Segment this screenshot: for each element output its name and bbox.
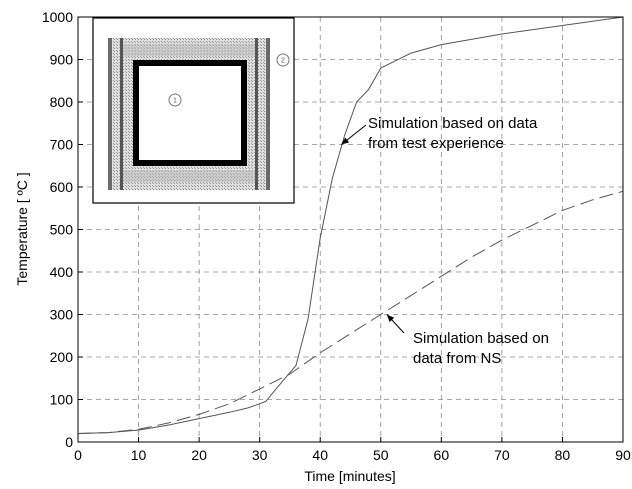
y-tick-label: 0 [65, 434, 73, 450]
x-tick-label: 50 [373, 447, 389, 463]
x-tick-label: 30 [252, 447, 268, 463]
y-tick-label: 500 [50, 222, 74, 238]
inset-strip-right-2 [266, 38, 270, 190]
y-tick-label: 600 [50, 179, 74, 195]
series-line-solid [77, 16, 624, 434]
x-tick-label: 20 [191, 447, 207, 463]
annotation-2-line-1: Simulation based on [413, 330, 549, 347]
y-tick-label: 300 [50, 307, 74, 323]
inset-marker-2-label: 2 [281, 58, 285, 65]
inset-strip-right-1 [255, 38, 258, 190]
x-tick-label: 80 [555, 447, 571, 463]
y-tick-label: 900 [50, 52, 74, 68]
series-line-dashed [77, 190, 624, 434]
inset-marker-2 [276, 53, 290, 67]
x-tick-label: 0 [74, 447, 82, 463]
x-tick-label: 10 [131, 447, 147, 463]
series-group [77, 16, 624, 434]
y-tick-label: 700 [50, 137, 74, 153]
x-tick-label: 60 [434, 447, 450, 463]
annotation-2-line-2: data from NS [413, 350, 501, 367]
cross-section-inset: 1 2 [92, 17, 295, 204]
y-tick-label: 200 [50, 349, 74, 365]
annotation-1-arrowhead [341, 137, 350, 145]
inset-marker-1-label: 1 [173, 98, 177, 105]
y-tick-label: 800 [50, 94, 74, 110]
inset-band-bottom [123, 170, 255, 182]
inset-marker-1 [168, 93, 182, 107]
inset-strip-left-1 [108, 38, 112, 190]
annotation-1-line-2: from test experience [368, 135, 504, 152]
y-tick-label: 400 [50, 264, 74, 280]
x-tick-label: 70 [494, 447, 510, 463]
inset-band-top [123, 44, 255, 56]
annotation-1-line-1: Simulation based on data [368, 115, 538, 132]
annotation-2-arrowhead [386, 314, 395, 323]
y-tick-label: 1000 [42, 9, 73, 25]
y-tick-label: 100 [50, 392, 74, 408]
x-tick-label: 90 [615, 447, 631, 463]
x-axis-label: Time [minutes] [304, 468, 395, 484]
inset-strip-left-2 [120, 38, 123, 190]
y-axis-label: Temperature [ ºC ] [14, 172, 30, 285]
axis-ticks: 0 10 20 30 40 50 60 70 80 90010020030040050060070… [42, 9, 631, 463]
inset-core-interior [139, 66, 241, 160]
plot-frame [77, 16, 624, 443]
annotations: Simulation based on data from test experi… [341, 115, 549, 367]
x-tick-label: 40 [312, 447, 328, 463]
